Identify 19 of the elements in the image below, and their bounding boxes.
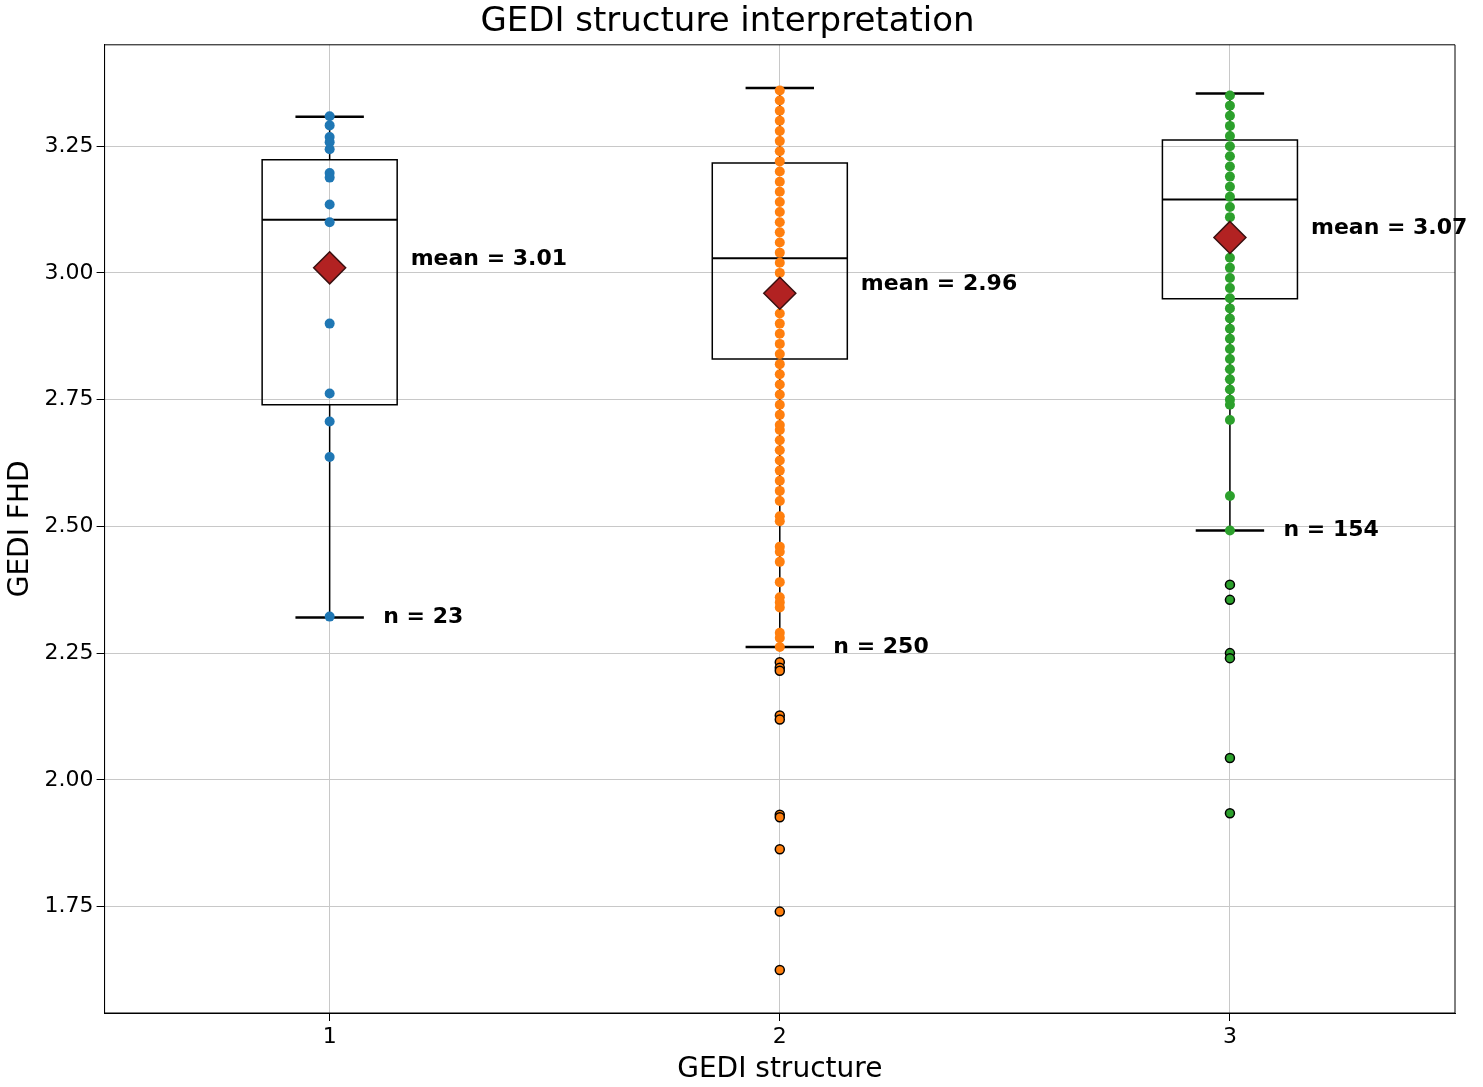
annotation: mean = 3.07 — [1310, 214, 1468, 240]
y-tick-label: 2.75 — [44, 385, 94, 411]
y-tick-label: 2.00 — [44, 765, 94, 791]
annotation: mean = 3.01 — [410, 244, 568, 270]
x-tick-label: 3 — [1222, 1022, 1237, 1048]
annotation: mean = 2.96 — [860, 269, 1018, 295]
y-tick-label: 2.25 — [44, 638, 94, 664]
annotation: n = 23 — [383, 603, 464, 629]
y-axis-title: GEDI FHD — [2, 460, 36, 598]
x-tick-label: 1 — [322, 1022, 337, 1048]
annotation: n = 250 — [833, 632, 929, 658]
annotation: n = 154 — [1283, 516, 1379, 542]
y-tick-label: 1.75 — [44, 892, 94, 918]
x-axis-title: GEDI structure — [677, 1051, 883, 1085]
chart-title: GEDI structure interpretation — [480, 0, 975, 40]
y-tick-label: 3.00 — [44, 258, 94, 284]
y-tick-label: 3.25 — [44, 131, 94, 157]
x-tick-label: 2 — [772, 1022, 787, 1048]
y-tick-label: 2.50 — [44, 512, 94, 538]
